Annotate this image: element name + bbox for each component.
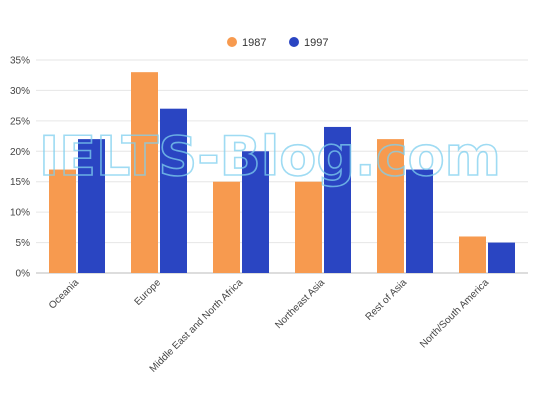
x-tick-label: Rest of Asia	[364, 277, 410, 323]
bar	[213, 181, 240, 273]
legend-label: 1997	[304, 37, 328, 49]
bar	[131, 72, 158, 274]
x-tick-label: Northeast Asia	[273, 277, 327, 331]
bar	[377, 139, 404, 273]
x-tick-label: Middle East and North Africa	[148, 277, 246, 375]
y-tick-label: 25%	[10, 116, 30, 127]
legend-swatch	[227, 37, 237, 47]
y-tick-label: 10%	[10, 208, 30, 219]
x-tick-label: Oceania	[47, 277, 81, 311]
bar	[78, 139, 105, 273]
bar	[459, 236, 486, 273]
x-tick-label: Europe	[133, 277, 164, 308]
legend-label: 1987	[242, 37, 266, 49]
bars	[49, 72, 515, 274]
watermark-text: IELTS-Blog.com	[39, 125, 501, 188]
bar	[242, 151, 269, 273]
y-tick-label: 20%	[10, 147, 30, 158]
bar	[160, 108, 187, 273]
bar	[295, 181, 322, 273]
bar	[324, 126, 351, 273]
y-tick-label: 35%	[10, 56, 30, 67]
bar	[49, 169, 76, 273]
x-tick-label: North/South America	[418, 277, 491, 350]
legend: 1987 1997	[227, 37, 328, 49]
legend-swatch	[289, 37, 299, 47]
bar	[406, 169, 433, 273]
bar	[488, 242, 515, 273]
y-tick-label: 30%	[10, 86, 30, 97]
gridlines	[36, 59, 528, 274]
y-tick-label: 0%	[16, 269, 31, 280]
y-tick-label: 5%	[16, 238, 31, 249]
y-tick-label: 15%	[10, 177, 30, 188]
y-axis: 0% 5% 10% 15% 20% 25% 30% 35%	[10, 56, 30, 280]
